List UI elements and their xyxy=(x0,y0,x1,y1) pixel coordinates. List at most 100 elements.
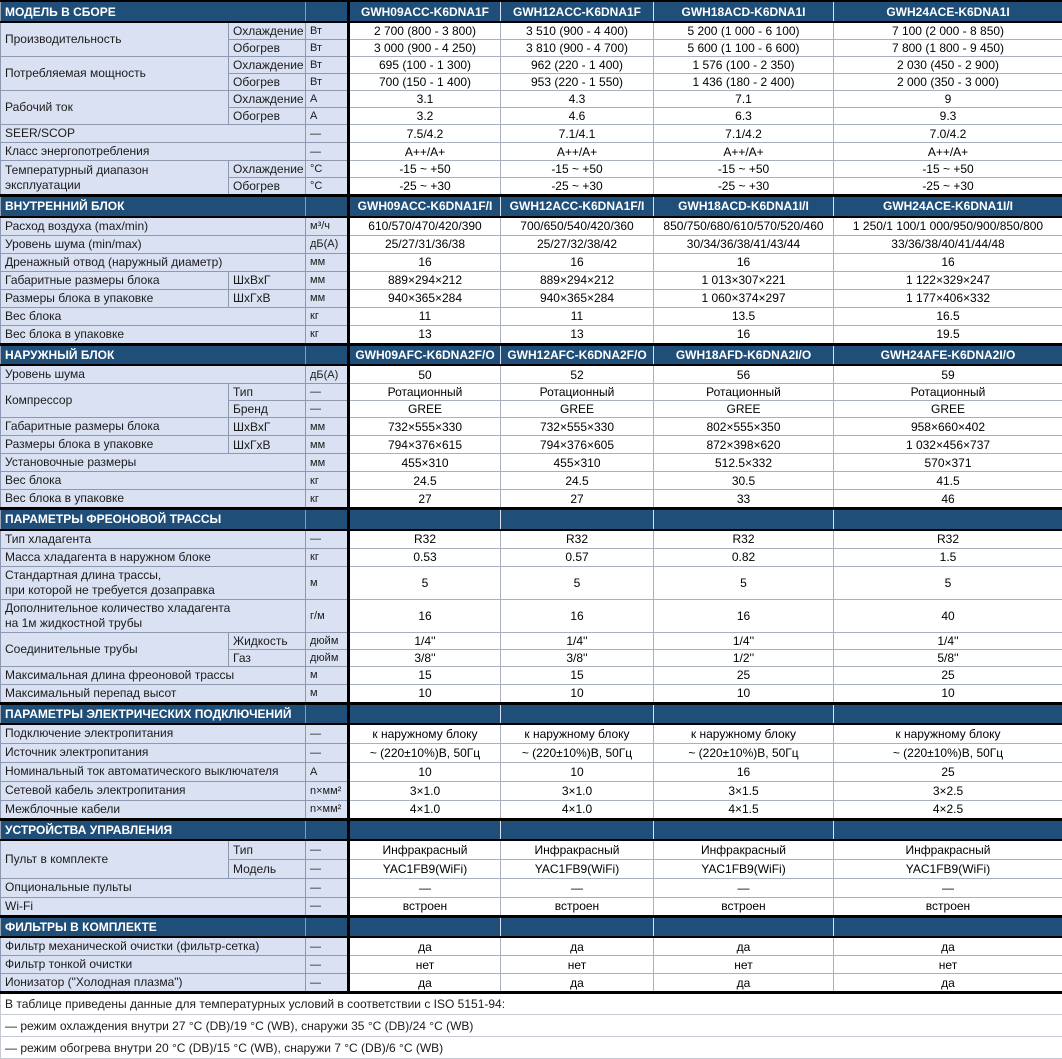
value-cell: 953 (220 - 1 550) xyxy=(501,74,654,91)
footnote: В таблице приведены данные для температу… xyxy=(1,993,1062,1015)
spec-row: Класс энергопотребления—A++/A+A++/A+A++/… xyxy=(1,143,1062,161)
section-title: ВНУТРЕННИЙ БЛОК xyxy=(1,196,306,217)
spec-row: Опциональные пульты————— xyxy=(1,878,1062,897)
value-cell: 3 510 (900 - 4 400) xyxy=(501,22,654,40)
value-cell: 3×1.0 xyxy=(501,781,654,800)
row-unit: мм xyxy=(306,289,349,307)
model-header xyxy=(349,509,501,530)
value-cell: 40 xyxy=(834,599,1062,632)
row-label: Соединительные трубы xyxy=(1,632,229,666)
value-cell: R32 xyxy=(834,530,1062,549)
row-unit: дБ(А) xyxy=(306,365,349,384)
value-cell: -25 ~ +30 xyxy=(834,178,1062,196)
row-unit: — xyxy=(306,125,349,143)
model-header: GWH09ACC-K6DNA1F xyxy=(349,1,501,22)
row-unit: — xyxy=(306,530,349,549)
value-cell: 1/4'' xyxy=(349,632,501,649)
row-unit: м xyxy=(306,566,349,599)
footnote: — режим охлаждения внутри 27 °C (DB)/19 … xyxy=(1,1015,1062,1037)
value-cell: 33/36/38/40/41/44/48 xyxy=(834,235,1062,253)
row-unit: м xyxy=(306,684,349,703)
value-cell: да xyxy=(654,937,834,956)
value-cell: 0.53 xyxy=(349,548,501,566)
row-label: Тип хладагента xyxy=(1,530,306,549)
value-cell: Ротационный xyxy=(834,384,1062,401)
row-unit: — xyxy=(306,401,349,418)
value-cell: 7.1 xyxy=(654,91,834,108)
value-cell: A++/A+ xyxy=(654,143,834,161)
model-header xyxy=(349,819,501,840)
row-unit: мм xyxy=(306,271,349,289)
row-label: Вес блока xyxy=(1,307,306,325)
row-unit: мм xyxy=(306,436,349,454)
value-cell: нет xyxy=(501,956,654,974)
row-unit: — xyxy=(306,956,349,974)
row-label: Межблочные кабели xyxy=(1,800,306,819)
value-cell: 732×555×330 xyxy=(349,418,501,436)
value-cell: да xyxy=(834,937,1062,956)
value-cell: 1 122×329×247 xyxy=(834,271,1062,289)
row-label: Установочные размеры xyxy=(1,454,306,472)
value-cell: 570×371 xyxy=(834,454,1062,472)
model-header: GWH24ACE-K6DNA1I xyxy=(834,1,1062,22)
value-cell: 9.3 xyxy=(834,108,1062,125)
spec-row: Фильтр механической очистки (фильтр-сетк… xyxy=(1,937,1062,956)
value-cell: 7 100 (2 000 - 8 850) xyxy=(834,22,1062,40)
value-cell: 52 xyxy=(501,365,654,384)
value-cell: 5 xyxy=(834,566,1062,599)
value-cell: ~ (220±10%)В, 50Гц xyxy=(834,743,1062,762)
value-cell: 4.6 xyxy=(501,108,654,125)
value-cell: 962 (220 - 1 400) xyxy=(501,57,654,74)
value-cell: 30/34/36/38/41/43/44 xyxy=(654,235,834,253)
value-cell: 13 xyxy=(349,325,501,344)
model-header xyxy=(834,819,1062,840)
model-header: GWH18AFD-K6DNA2I/O xyxy=(654,344,834,365)
row-unit: мм xyxy=(306,418,349,436)
section-header-row: ПАРАМЕТРЫ ФРЕОНОВОЙ ТРАССЫ xyxy=(1,509,1062,530)
value-cell: 10 xyxy=(834,684,1062,703)
value-cell: 30.5 xyxy=(654,472,834,490)
row-label: Ионизатор ("Холодная плазма") xyxy=(1,974,306,993)
value-cell: 850/750/680/610/570/520/460 xyxy=(654,217,834,236)
value-cell: 1 177×406×332 xyxy=(834,289,1062,307)
value-cell: 3.1 xyxy=(349,91,501,108)
value-cell: 46 xyxy=(834,490,1062,509)
row-label: Температурный диапазон эксплуатации xyxy=(1,161,229,196)
spec-row: Уровень шума (min/max)дБ(А)25/27/31/36/3… xyxy=(1,235,1062,253)
row-label: Дополнительное количество хладагента на … xyxy=(1,599,306,632)
model-header xyxy=(654,819,834,840)
row-unit: Вт xyxy=(306,40,349,57)
value-cell: YAC1FB9(WiFi) xyxy=(349,859,501,878)
row-unit: А xyxy=(306,762,349,781)
model-header xyxy=(834,916,1062,937)
row-label: Номинальный ток автоматического выключат… xyxy=(1,762,306,781)
value-cell: 10 xyxy=(349,684,501,703)
value-cell: Инфракрасный xyxy=(654,840,834,859)
row-unit: Вт xyxy=(306,22,349,40)
value-cell: YAC1FB9(WiFi) xyxy=(654,859,834,878)
model-header: GWH24AFE-K6DNA2I/O xyxy=(834,344,1062,365)
value-cell: 5 200 (1 000 - 6 100) xyxy=(654,22,834,40)
row-unit: мм xyxy=(306,253,349,271)
row-label: Вес блока в упаковке xyxy=(1,490,306,509)
row-label: Опциональные пульты xyxy=(1,878,306,897)
value-cell: нет xyxy=(834,956,1062,974)
value-cell: к наружному блоку xyxy=(501,724,654,743)
value-cell: Инфракрасный xyxy=(834,840,1062,859)
value-cell: Инфракрасный xyxy=(349,840,501,859)
value-cell: 16 xyxy=(654,599,834,632)
value-cell: 1 250/1 100/1 000/950/900/850/800 xyxy=(834,217,1062,236)
value-cell: 59 xyxy=(834,365,1062,384)
model-header: GWH09AFC-K6DNA2F/O xyxy=(349,344,501,365)
row-sublabel: Обогрев xyxy=(229,108,306,125)
value-cell: YAC1FB9(WiFi) xyxy=(834,859,1062,878)
row-sublabel: Охлаждение xyxy=(229,161,306,178)
value-cell: 3 810 (900 - 4 700) xyxy=(501,40,654,57)
row-unit: — xyxy=(306,937,349,956)
row-unit: дюйм xyxy=(306,632,349,649)
